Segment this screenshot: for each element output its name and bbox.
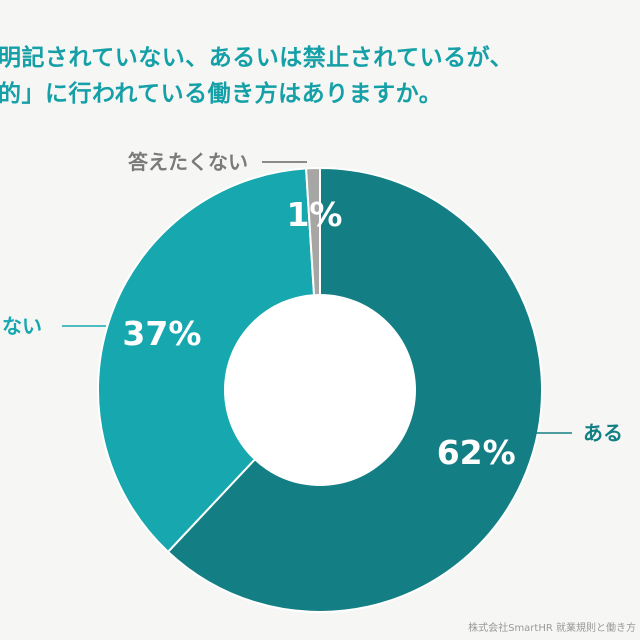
slice-value-label-nai: 37%	[122, 314, 201, 353]
category-label-aru: ある	[583, 421, 623, 445]
category-label-nai: ない	[2, 314, 42, 338]
donut-hole	[224, 294, 416, 486]
slice-value-label-no-answer: 1%	[286, 195, 342, 234]
donut-labels: 62% 37% 1% ある ない 答えたくない	[2, 150, 623, 472]
slice-value-label-aru: 62%	[437, 433, 516, 472]
slice-nai	[97, 167, 322, 554]
category-label-no-answer: 答えたくない	[128, 150, 248, 174]
chart-title-line-2: 的」に行われている働き方はありますか。	[0, 81, 443, 107]
chart-title-line-1: 明記されていない、あるいは禁止されているが、	[0, 45, 514, 71]
source-note: 株式会社SmartHR 就業規則と働き方	[468, 623, 636, 634]
